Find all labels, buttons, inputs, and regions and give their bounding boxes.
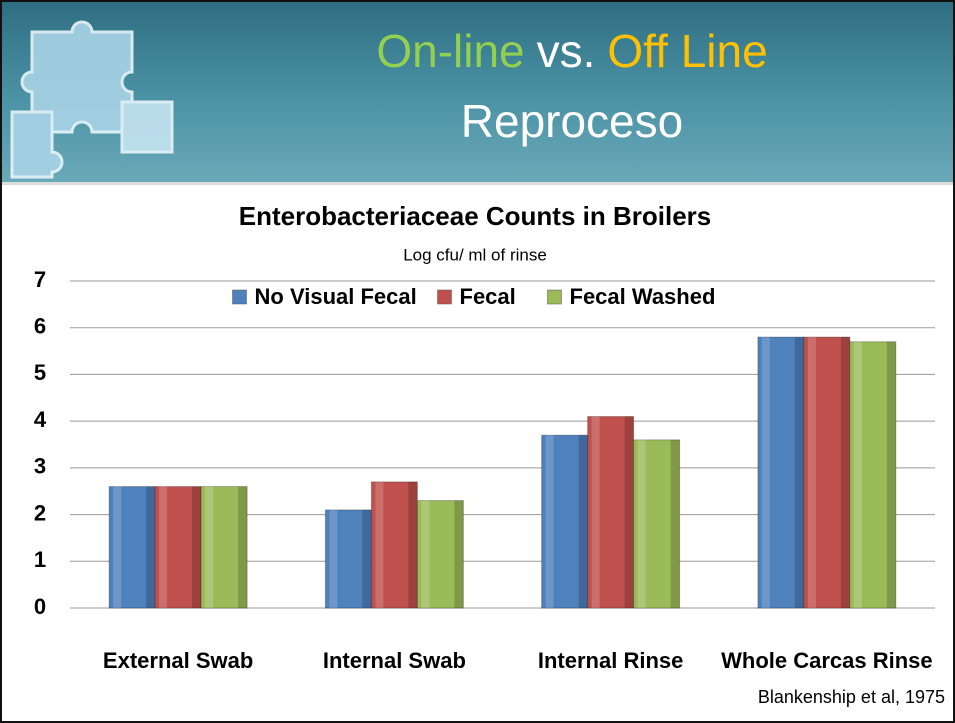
legend-swatch (437, 289, 452, 305)
bar (541, 434, 589, 609)
bar-highlight (761, 337, 770, 608)
bar (108, 486, 156, 609)
y-tick-label: 2 (34, 500, 46, 525)
legend-label: Fecal Washed (570, 284, 716, 309)
bar (633, 439, 681, 609)
y-tick-label: 1 (34, 547, 46, 572)
legend-label: Fecal (460, 284, 516, 309)
y-tick-label: 3 (34, 454, 46, 479)
bar-highlight (159, 486, 168, 608)
x-tick-label: Internal Rinse (538, 648, 683, 673)
bar-shade (454, 500, 464, 608)
bar-highlight (591, 416, 600, 608)
y-tick-label: 5 (34, 360, 46, 385)
bar (200, 486, 248, 609)
bar (757, 336, 805, 609)
bar-shade (840, 337, 850, 608)
legend-label: No Visual Fecal (255, 284, 417, 309)
bar-shade (578, 435, 588, 608)
bar-highlight (807, 337, 816, 608)
y-tick-label: 7 (34, 267, 46, 292)
bar (416, 500, 464, 609)
title-part: On-line (376, 25, 525, 77)
legend-swatch (547, 289, 562, 305)
bar-shade (794, 337, 804, 608)
chart-title: Enterobacteriaceae Counts in Broilers (239, 201, 711, 231)
x-tick-label: External Swab (103, 648, 253, 673)
source: Blankenship et al, 1975 (758, 687, 945, 707)
bar (587, 415, 635, 609)
bar-highlight (421, 500, 430, 608)
bar-shade (362, 509, 372, 608)
x-tick-label: Whole Carcas Rinse (721, 648, 933, 673)
bar (849, 341, 897, 609)
bar-shade (192, 486, 202, 608)
bar-shade (238, 486, 248, 608)
bar-highlight (205, 486, 214, 608)
bar-highlight (375, 481, 384, 608)
title-part: vs. (536, 25, 596, 77)
bar-shade (886, 341, 896, 608)
puzzle-icon (10, 20, 174, 179)
legend-swatch (232, 289, 247, 305)
title-part: Off Line (607, 25, 768, 77)
bar (370, 481, 418, 609)
slide-subtitle: Reproceso (460, 95, 684, 147)
bar-shade (624, 416, 634, 608)
bar-highlight (853, 341, 862, 608)
bar (324, 509, 372, 609)
header: On-line vs. Off Line Reproceso (2, 2, 953, 185)
x-tick-label: Internal Swab (323, 648, 466, 673)
bar-shade (146, 486, 156, 608)
bar (154, 486, 202, 609)
bar-highlight (329, 509, 338, 608)
y-tick-label: 4 (34, 407, 47, 432)
bar-shade (408, 481, 418, 608)
y-tick-label: 6 (34, 314, 46, 339)
bar-highlight (545, 435, 554, 608)
y-tick-label: 0 (34, 594, 46, 619)
chart-subtitle: Log cfu/ ml of rinse (403, 245, 547, 264)
bar-highlight (113, 486, 122, 608)
bar-highlight (637, 439, 646, 608)
bar (803, 336, 851, 609)
slide-title: On-line vs. Off Line (202, 24, 942, 78)
bar-shade (670, 439, 680, 608)
